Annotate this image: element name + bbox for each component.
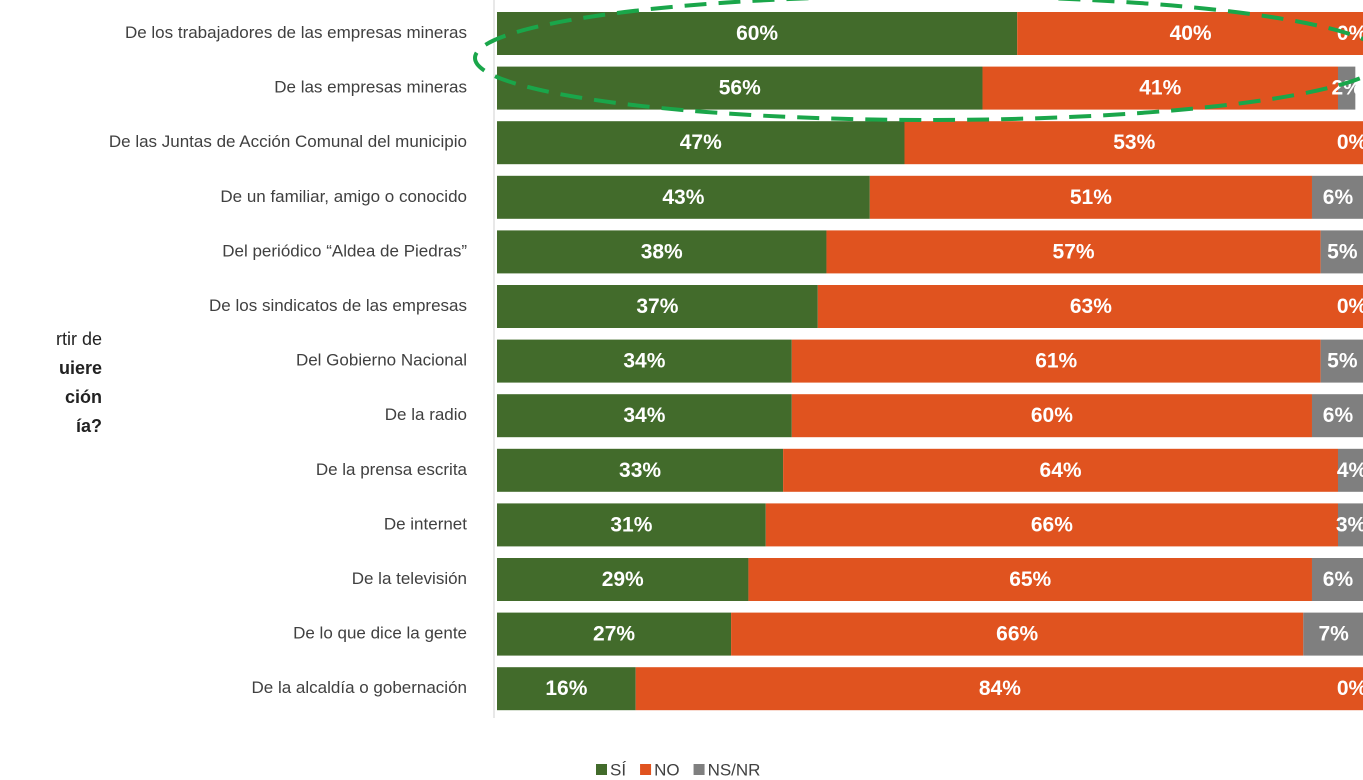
legend-label: SÍ: [610, 760, 626, 779]
bar-segment: [497, 612, 732, 656]
value-label: 0%: [1337, 677, 1363, 700]
value-label: 53%: [1113, 131, 1155, 154]
value-label: 61%: [1035, 350, 1077, 373]
bar-segment: [869, 175, 1312, 219]
bar-segment: [1337, 503, 1363, 547]
bar-segment: [497, 667, 636, 711]
bar-segment: [1311, 394, 1363, 438]
value-label: 43%: [662, 186, 704, 209]
legend-swatch: [596, 764, 607, 775]
category-label: De un familiar, amigo o conocido: [220, 187, 467, 206]
value-label: 38%: [641, 240, 683, 263]
bar-segment: [1303, 612, 1363, 656]
category-label: De lo que dice la gente: [293, 624, 467, 643]
bar-segment: [765, 503, 1338, 547]
bar-segment: [826, 230, 1321, 274]
value-label: 6%: [1323, 186, 1354, 209]
bar-segment: [497, 339, 792, 383]
bar-segment: [783, 448, 1338, 492]
value-label: 37%: [636, 295, 678, 318]
legend-label: NS/NR: [708, 760, 761, 779]
bar-segment: [497, 175, 870, 219]
bar-segment: [1311, 175, 1363, 219]
value-label: 60%: [736, 22, 778, 45]
side-text: uiere: [59, 358, 102, 378]
highlight-ellipse: [473, 0, 1363, 122]
category-label: De los sindicatos de las empresas: [209, 296, 467, 315]
value-label: 29%: [602, 568, 644, 591]
value-label: 64%: [1040, 459, 1082, 482]
bar-segment: [904, 121, 1363, 165]
value-label: 57%: [1053, 240, 1095, 263]
bar-segment: [748, 558, 1312, 601]
bar-segment: [731, 612, 1304, 656]
value-label: 0%: [1337, 131, 1363, 154]
bar-segment: [497, 285, 818, 328]
value-label: 31%: [610, 513, 652, 536]
side-text: rtir de: [56, 329, 102, 349]
value-label: 40%: [1170, 22, 1212, 45]
bar-segment: [497, 394, 792, 438]
value-label: 27%: [593, 623, 635, 646]
category-label: De la prensa escrita: [316, 460, 468, 479]
value-label: 0%: [1337, 295, 1363, 318]
category-label: De los trabajadores de las empresas mine…: [125, 23, 467, 42]
value-label: 41%: [1139, 77, 1181, 100]
value-label: 33%: [619, 459, 661, 482]
bar-segment: [791, 394, 1312, 438]
bars: [497, 12, 1363, 711]
value-label: 7%: [1318, 623, 1349, 646]
value-label: 66%: [996, 623, 1038, 646]
value-label: 65%: [1009, 568, 1051, 591]
bar-segment: [791, 339, 1321, 383]
bar-segment: [497, 121, 905, 165]
bar-segment: [1017, 12, 1363, 55]
legend-swatch: [640, 764, 652, 775]
value-label: 60%: [1031, 404, 1073, 427]
value-label: 3%: [1336, 513, 1363, 536]
value-label: 56%: [719, 77, 761, 100]
value-label: 4%: [1337, 459, 1363, 482]
category-label: Del Gobierno Nacional: [296, 351, 467, 370]
category-label: De la radio: [385, 405, 467, 424]
value-label: 5%: [1327, 350, 1358, 373]
category-label: De la alcaldía o gobernación: [252, 678, 467, 697]
bar-segment: [1320, 230, 1363, 274]
value-label: 51%: [1070, 186, 1112, 209]
legend-swatch: [693, 764, 705, 775]
value-label: 84%: [979, 677, 1021, 700]
bar-segment: [497, 448, 784, 492]
side-text: ción: [65, 387, 102, 407]
bar-segment: [497, 503, 766, 547]
bar-segment: [1337, 66, 1356, 110]
category-label: De las empresas mineras: [274, 78, 467, 97]
value-label: 6%: [1323, 568, 1354, 591]
value-label: 6%: [1323, 404, 1354, 427]
bar-segment: [1311, 558, 1363, 601]
category-label: Del periódico “Aldea de Piedras”: [222, 241, 467, 260]
bar-segment: [497, 66, 983, 110]
category-label: De la televisión: [352, 569, 467, 588]
bar-segment: [817, 285, 1363, 328]
value-label: 16%: [545, 677, 587, 700]
legend-label: NO: [654, 760, 680, 779]
bar-segment: [635, 667, 1363, 711]
value-label: 34%: [623, 404, 665, 427]
value-label: 47%: [680, 131, 722, 154]
bar-segment: [1320, 339, 1363, 383]
value-label: 34%: [623, 350, 665, 373]
category-label: De internet: [384, 514, 467, 533]
value-label: 5%: [1327, 240, 1358, 263]
bar-segment: [497, 558, 749, 601]
bar-segment: [982, 66, 1338, 110]
value-label: 66%: [1031, 513, 1073, 536]
bar-segment: [497, 230, 827, 274]
side-text: ía?: [76, 416, 102, 436]
category-label: De las Juntas de Acción Comunal del muni…: [109, 132, 467, 151]
labels: 60%40%0%56%41%2%47%53%0%43%51%6%38%57%5%…: [545, 22, 1363, 700]
bar-segment: [1337, 448, 1363, 492]
value-label: 63%: [1070, 295, 1112, 318]
